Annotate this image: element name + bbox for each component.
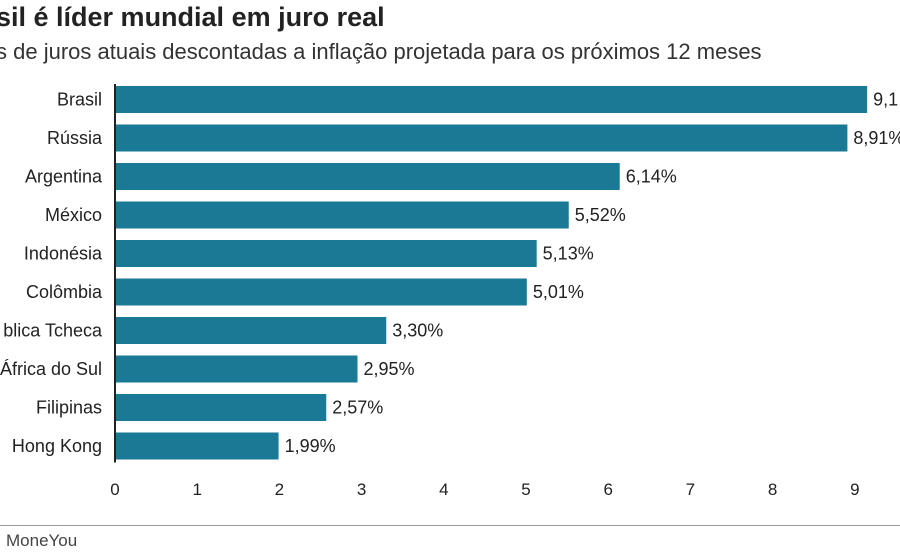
x-tick-label: 1	[192, 480, 201, 499]
bar-chart: Brasil 9,1 Rússia 8,91% Argentina 6,14% México…	[0, 84, 900, 499]
category-label: Colômbia	[26, 282, 103, 302]
chart-subtitle: s de juros atuais descontadas a inflação…	[0, 39, 762, 64]
category-label: África do Sul	[0, 359, 102, 379]
x-tick-label: 4	[439, 480, 448, 499]
x-tick-label: 6	[603, 480, 612, 499]
bar	[115, 432, 279, 460]
category-label: Hong Kong	[12, 436, 102, 456]
bar	[115, 278, 527, 306]
data-label: 2,95%	[363, 359, 414, 379]
data-label: 1,99%	[285, 436, 336, 456]
data-label: 3,30%	[392, 321, 443, 341]
category-label: Argentina	[25, 167, 103, 187]
data-label: 5,13%	[543, 244, 594, 264]
category-label: Filipinas	[36, 398, 102, 418]
x-tick-label: 0	[110, 480, 119, 499]
x-tick-label: 3	[357, 480, 366, 499]
data-label: 8,91%	[853, 128, 900, 148]
source-label: MoneYou	[6, 531, 78, 550]
bar	[115, 394, 327, 421]
bar	[115, 240, 537, 267]
x-tick-label: 8	[768, 480, 777, 499]
x-tick-label: 7	[686, 480, 695, 499]
category-label: México	[45, 205, 102, 225]
bar	[115, 317, 387, 344]
x-tick-label: 5	[521, 480, 530, 499]
data-label: 5,52%	[575, 205, 626, 225]
bar	[115, 124, 848, 152]
category-label: blica Tcheca	[3, 321, 103, 341]
category-label: Indonésia	[24, 244, 103, 264]
bar	[115, 163, 620, 190]
data-label: 6,14%	[626, 167, 677, 187]
bar	[115, 355, 358, 383]
category-label: Brasil	[57, 90, 102, 110]
x-tick-label: 9	[850, 480, 859, 499]
chart-title: sil é líder mundial em juro real	[0, 2, 385, 32]
x-tick-label: 2	[275, 480, 284, 499]
bar	[115, 201, 569, 229]
footer-divider	[0, 525, 900, 526]
bar	[115, 86, 868, 113]
data-label: 5,01%	[533, 282, 584, 302]
data-label: 2,57%	[332, 398, 383, 418]
data-label: 9,1	[873, 90, 898, 110]
category-label: Rússia	[47, 128, 103, 148]
